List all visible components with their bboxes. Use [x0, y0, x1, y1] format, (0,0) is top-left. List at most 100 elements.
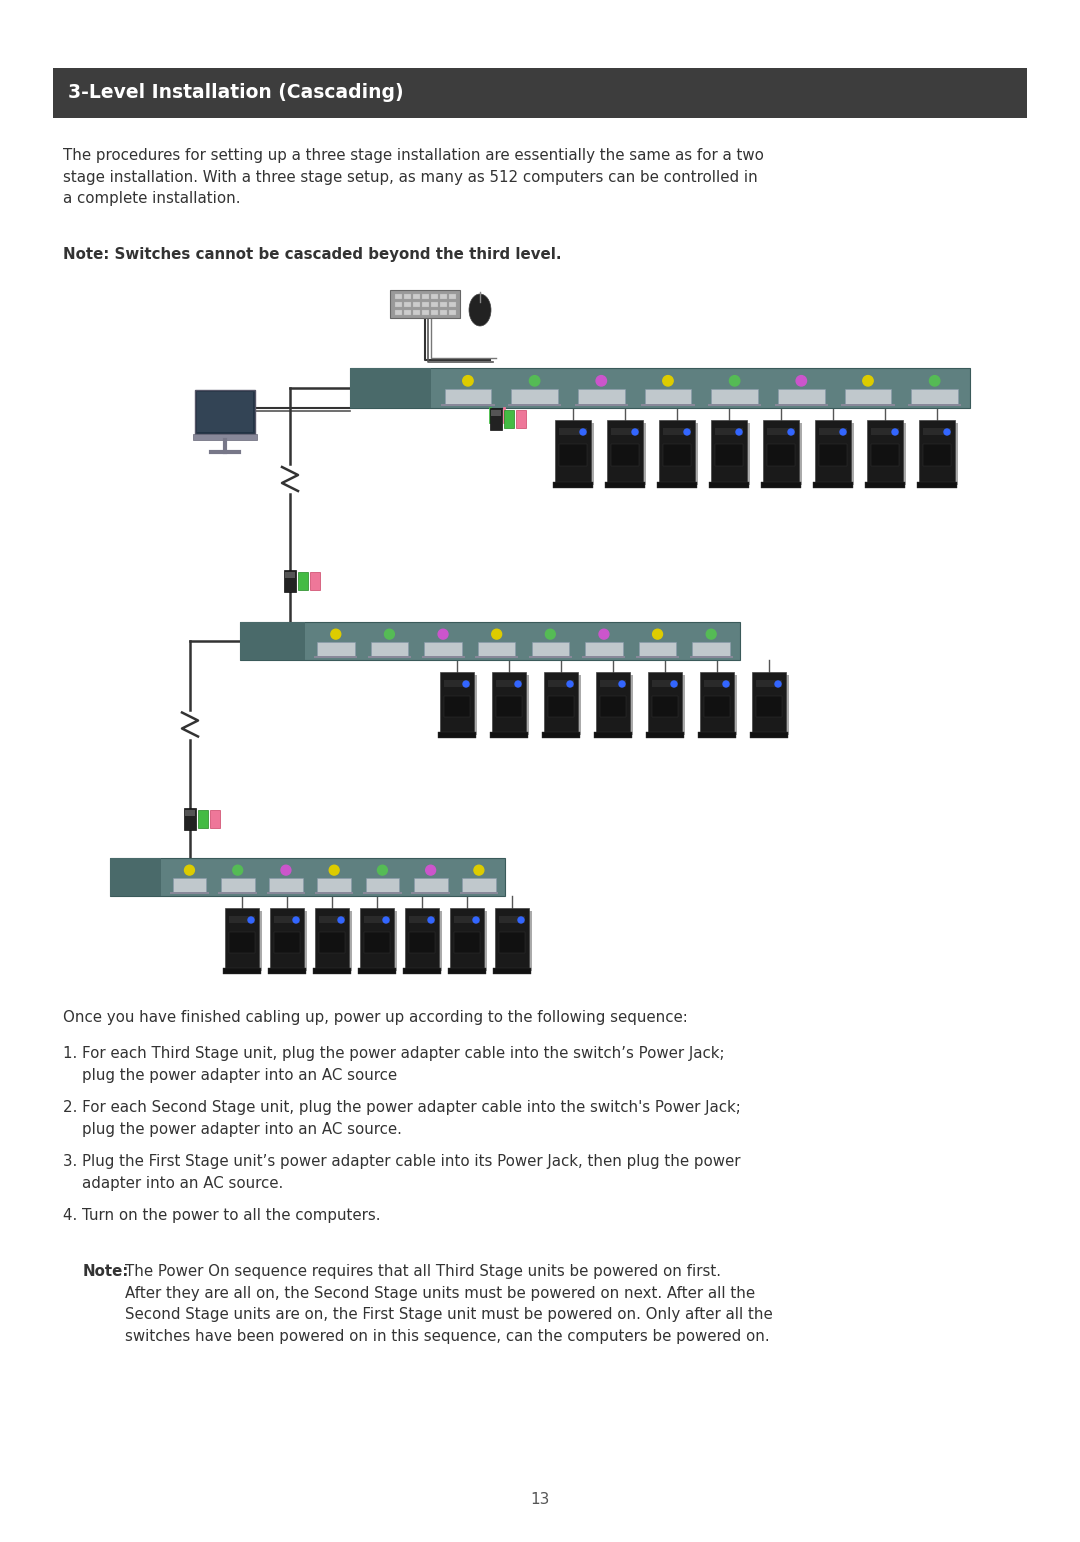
- Bar: [819, 429, 847, 435]
- Bar: [690, 657, 732, 658]
- Bar: [440, 310, 447, 315]
- Bar: [766, 423, 802, 486]
- Bar: [912, 389, 958, 404]
- Bar: [460, 893, 498, 894]
- Bar: [198, 810, 208, 828]
- Bar: [431, 310, 438, 315]
- Bar: [922, 423, 958, 486]
- Bar: [499, 931, 525, 953]
- Bar: [645, 389, 691, 404]
- Bar: [511, 389, 558, 404]
- Circle shape: [596, 376, 607, 386]
- Bar: [867, 419, 903, 483]
- Bar: [454, 931, 480, 953]
- Bar: [712, 389, 758, 404]
- Circle shape: [281, 865, 291, 876]
- Bar: [390, 290, 460, 318]
- Bar: [357, 968, 396, 975]
- Bar: [431, 302, 438, 307]
- Circle shape: [330, 629, 341, 638]
- Bar: [368, 657, 410, 658]
- Circle shape: [706, 629, 716, 638]
- Bar: [318, 911, 352, 971]
- Bar: [553, 483, 593, 487]
- Bar: [917, 483, 957, 487]
- Bar: [599, 675, 633, 736]
- Bar: [440, 295, 447, 299]
- Bar: [431, 295, 438, 299]
- Bar: [314, 657, 357, 658]
- Bar: [755, 675, 789, 736]
- Text: 2. For each Second Stage unit, plug the power adapter cable into the switch's Po: 2. For each Second Stage unit, plug the …: [63, 1099, 741, 1136]
- Bar: [403, 968, 441, 975]
- Circle shape: [185, 865, 194, 876]
- Bar: [363, 911, 397, 971]
- Bar: [750, 732, 788, 739]
- Bar: [475, 657, 518, 658]
- Bar: [443, 675, 477, 736]
- Bar: [491, 410, 501, 416]
- Circle shape: [463, 682, 469, 688]
- Bar: [708, 404, 761, 407]
- Circle shape: [518, 917, 524, 924]
- Bar: [607, 419, 643, 483]
- Circle shape: [515, 682, 521, 688]
- Bar: [363, 893, 402, 894]
- Text: Note:: Note:: [83, 1264, 130, 1278]
- Circle shape: [652, 629, 662, 638]
- Bar: [651, 675, 685, 736]
- Bar: [440, 672, 474, 732]
- Bar: [542, 732, 580, 739]
- Bar: [411, 893, 450, 894]
- Bar: [449, 302, 456, 307]
- Bar: [450, 908, 484, 968]
- Bar: [638, 641, 676, 657]
- Circle shape: [248, 917, 254, 924]
- Circle shape: [384, 629, 394, 638]
- Bar: [711, 419, 747, 483]
- Circle shape: [426, 865, 435, 876]
- Bar: [908, 404, 961, 407]
- Circle shape: [529, 376, 540, 386]
- Bar: [870, 423, 906, 486]
- Circle shape: [567, 682, 573, 688]
- Bar: [611, 429, 639, 435]
- Bar: [663, 444, 691, 466]
- Bar: [171, 893, 208, 894]
- Bar: [708, 483, 750, 487]
- Bar: [870, 444, 899, 466]
- Bar: [555, 419, 591, 483]
- Bar: [445, 389, 491, 404]
- Bar: [761, 483, 801, 487]
- Circle shape: [863, 376, 874, 386]
- Bar: [496, 695, 522, 717]
- Bar: [438, 732, 476, 739]
- Bar: [409, 931, 435, 953]
- Bar: [404, 302, 411, 307]
- Bar: [648, 672, 681, 732]
- Circle shape: [383, 917, 389, 924]
- Bar: [704, 680, 730, 688]
- Bar: [578, 389, 624, 404]
- Circle shape: [474, 865, 484, 876]
- Bar: [240, 621, 305, 660]
- Bar: [662, 423, 698, 486]
- Bar: [110, 857, 505, 896]
- Bar: [408, 911, 442, 971]
- Bar: [596, 672, 630, 732]
- Bar: [315, 893, 353, 894]
- Bar: [495, 908, 529, 968]
- Bar: [774, 404, 828, 407]
- Bar: [762, 419, 799, 483]
- Bar: [659, 419, 696, 483]
- Bar: [229, 931, 255, 953]
- Bar: [222, 968, 261, 975]
- Bar: [229, 916, 255, 924]
- Bar: [582, 657, 625, 658]
- Bar: [558, 423, 594, 486]
- Bar: [274, 916, 300, 924]
- Bar: [600, 680, 626, 688]
- Bar: [269, 877, 302, 893]
- Bar: [240, 621, 740, 660]
- Bar: [652, 680, 678, 688]
